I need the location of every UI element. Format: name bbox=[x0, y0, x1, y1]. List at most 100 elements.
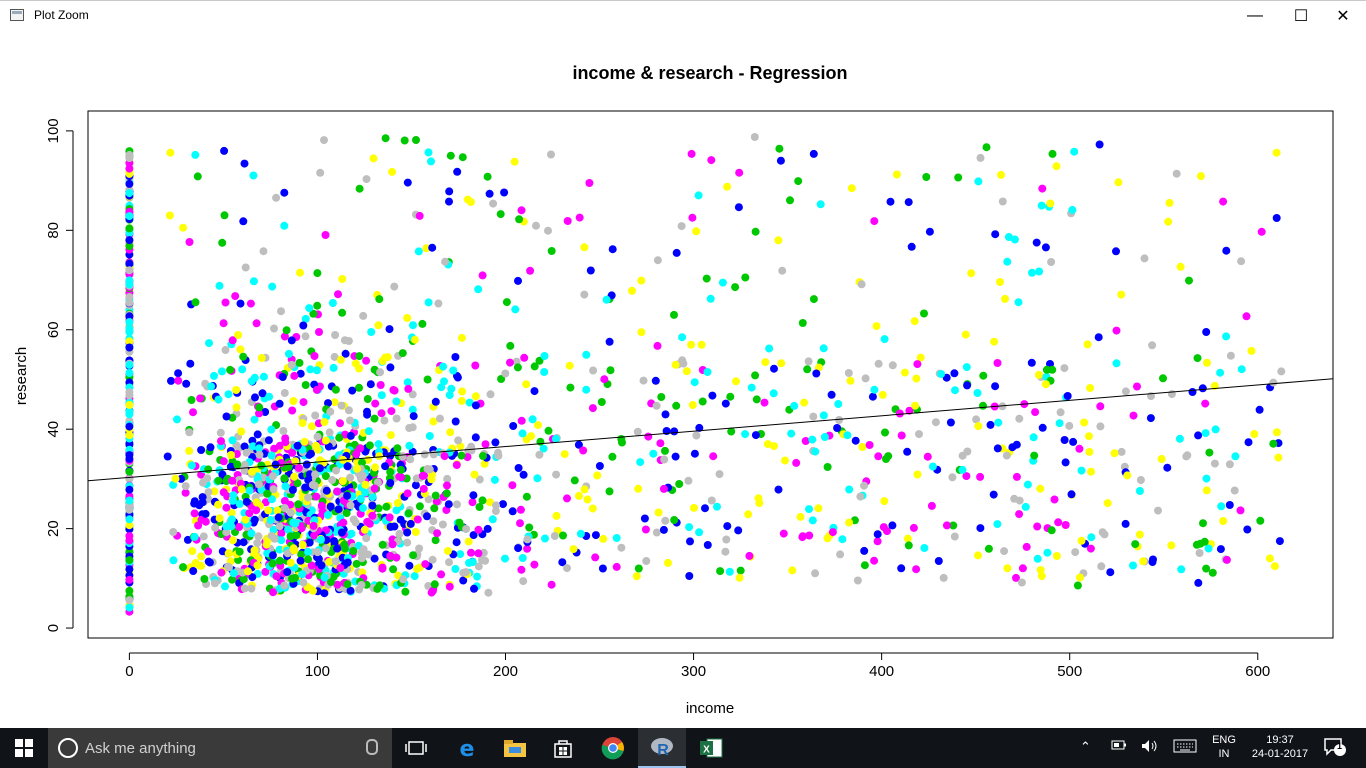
data-point bbox=[301, 381, 310, 389]
data-point bbox=[517, 206, 526, 215]
data-points bbox=[125, 133, 1286, 616]
data-point bbox=[245, 509, 254, 518]
data-point bbox=[321, 544, 330, 553]
data-point bbox=[1061, 521, 1070, 529]
data-point bbox=[747, 383, 756, 392]
data-point bbox=[1236, 506, 1245, 515]
data-point bbox=[280, 504, 289, 512]
close-button[interactable]: ✕ bbox=[1336, 8, 1350, 25]
data-point bbox=[269, 472, 277, 481]
data-point bbox=[1106, 568, 1115, 577]
data-point bbox=[125, 388, 134, 397]
taskbar-app-edge[interactable]: e bbox=[443, 728, 491, 768]
data-point bbox=[125, 212, 134, 221]
taskbar-app-file-explorer[interactable] bbox=[491, 728, 539, 768]
taskbar-app-excel[interactable]: X bbox=[687, 728, 735, 768]
maximize-button[interactable]: ☐ bbox=[1293, 8, 1309, 25]
data-point bbox=[1047, 258, 1056, 266]
data-point bbox=[805, 505, 813, 514]
data-point bbox=[409, 412, 418, 421]
data-point bbox=[338, 477, 347, 486]
data-point bbox=[201, 509, 210, 518]
data-point bbox=[253, 430, 262, 439]
data-point bbox=[410, 335, 419, 344]
data-point bbox=[292, 531, 301, 540]
data-point bbox=[445, 582, 454, 591]
start-button[interactable] bbox=[0, 728, 48, 768]
action-center-button[interactable]: 1 bbox=[1324, 738, 1348, 761]
minimize-button[interactable]: — bbox=[1247, 7, 1263, 24]
data-point bbox=[269, 588, 277, 597]
data-point bbox=[1063, 392, 1072, 400]
data-point bbox=[1097, 562, 1106, 571]
show-hidden-icons-chevron-icon[interactable]: ⌃ bbox=[1080, 739, 1091, 754]
taskbar-app-store[interactable] bbox=[539, 728, 587, 768]
keyboard-icon[interactable] bbox=[1173, 739, 1197, 756]
task-view-button[interactable] bbox=[392, 728, 440, 768]
data-point bbox=[723, 182, 732, 191]
data-point bbox=[288, 485, 297, 494]
data-point bbox=[516, 505, 525, 514]
data-point bbox=[809, 149, 818, 158]
data-point bbox=[689, 503, 698, 512]
data-point bbox=[185, 428, 194, 437]
data-point bbox=[770, 442, 778, 451]
data-point bbox=[438, 520, 447, 529]
title-bar[interactable]: Plot Zoom — ☐ ✕ bbox=[0, 1, 1366, 31]
data-point bbox=[1183, 451, 1192, 460]
data-point bbox=[368, 492, 377, 501]
data-point bbox=[973, 389, 982, 397]
data-point bbox=[990, 337, 999, 346]
taskbar-app-r[interactable]: R bbox=[638, 728, 686, 768]
data-point bbox=[254, 532, 263, 541]
data-point bbox=[311, 470, 320, 479]
data-point bbox=[227, 509, 236, 517]
data-point bbox=[199, 532, 208, 541]
data-point bbox=[636, 458, 645, 467]
data-point bbox=[298, 540, 307, 549]
data-point bbox=[954, 173, 963, 182]
input-language-indicator[interactable]: ENG IN bbox=[1206, 733, 1242, 761]
data-point bbox=[210, 579, 219, 588]
data-point bbox=[1034, 370, 1043, 379]
data-point bbox=[501, 369, 510, 378]
data-point bbox=[307, 449, 315, 458]
data-point bbox=[1225, 460, 1234, 469]
search-placeholder: Ask me anything bbox=[85, 740, 196, 757]
data-point bbox=[204, 488, 213, 497]
battery-icon[interactable] bbox=[1111, 739, 1127, 754]
data-point bbox=[165, 211, 174, 220]
data-point bbox=[386, 431, 395, 440]
data-point bbox=[560, 450, 569, 459]
data-point bbox=[1077, 536, 1086, 545]
data-point bbox=[222, 522, 231, 531]
data-point bbox=[903, 447, 912, 456]
data-point bbox=[846, 376, 855, 385]
scatter-plot: income & research - Regression 0 100 200 30… bbox=[13, 63, 1334, 717]
data-point bbox=[437, 570, 446, 579]
data-point bbox=[670, 310, 678, 319]
data-point bbox=[563, 217, 572, 225]
data-point bbox=[441, 257, 450, 266]
data-point bbox=[187, 396, 196, 404]
data-point bbox=[588, 404, 597, 413]
data-point bbox=[216, 428, 225, 437]
data-point bbox=[677, 222, 686, 231]
cortana-search-box[interactable]: Ask me anything bbox=[48, 728, 392, 768]
data-point bbox=[1096, 402, 1105, 411]
data-point bbox=[828, 528, 837, 537]
data-point bbox=[183, 535, 192, 544]
data-point bbox=[423, 512, 431, 521]
data-point bbox=[1028, 268, 1036, 277]
taskbar-app-chrome[interactable] bbox=[589, 728, 637, 768]
volume-icon[interactable] bbox=[1141, 739, 1161, 756]
data-point bbox=[483, 524, 492, 533]
microphone-icon[interactable] bbox=[366, 739, 378, 755]
data-point bbox=[229, 536, 237, 545]
data-point bbox=[820, 433, 829, 441]
cortana-icon bbox=[58, 738, 78, 758]
data-point bbox=[792, 458, 801, 467]
data-point bbox=[250, 515, 259, 524]
clock[interactable]: 19:37 24-01-2017 bbox=[1244, 733, 1316, 761]
data-point bbox=[286, 508, 295, 517]
